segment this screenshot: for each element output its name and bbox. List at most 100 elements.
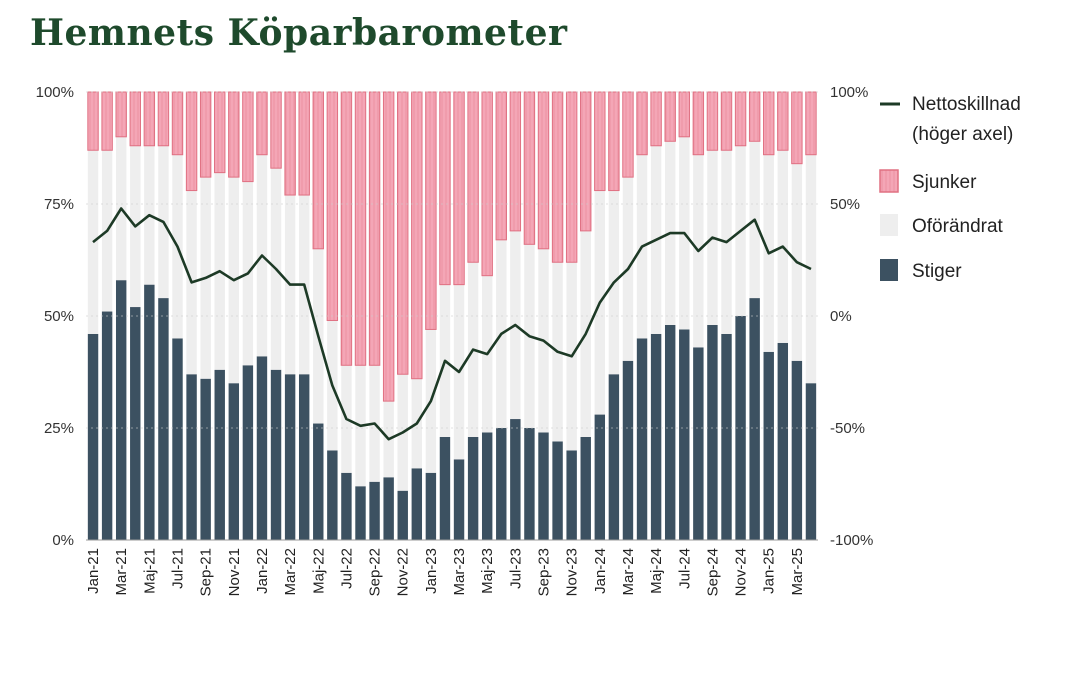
y-right-tick-label: 50% (830, 196, 860, 213)
bar-sjunker (411, 91, 423, 380)
legend-netto-sublabel: (höger axel) (912, 124, 1013, 145)
y-left-tick-label: 25% (44, 420, 74, 437)
bar-stiger (397, 490, 408, 540)
y-right-tick-label: -50% (830, 420, 865, 437)
bar-sjunker (382, 91, 395, 402)
x-tick-label: Sep-22 (367, 548, 384, 596)
bar-sjunker (87, 91, 99, 151)
bar-sjunker (439, 91, 451, 286)
x-tick-label: Mar-23 (451, 548, 468, 596)
bar-sjunker (565, 91, 578, 263)
x-tick-label: Jan-23 (423, 548, 440, 594)
bar-sjunker (101, 91, 113, 151)
bar-sjunker (340, 91, 353, 366)
legend-sjunker-label: Sjunker (912, 172, 977, 193)
bar-stiger (735, 316, 746, 540)
bar-sjunker (199, 91, 212, 178)
x-tick-label: Maj-24 (648, 548, 665, 594)
bar-sjunker (157, 91, 170, 147)
legend: Nettoskillnad (höger axel) Sjunker Oförä… (879, 94, 1021, 282)
bar-sjunker (678, 91, 690, 138)
bar-sjunker (495, 91, 507, 241)
bar-sjunker (720, 91, 733, 151)
bar-stiger (313, 423, 324, 540)
bar-stiger (172, 338, 183, 540)
bar-stiger (496, 428, 507, 540)
bar-sjunker (481, 91, 493, 277)
legend-stiger-swatch (880, 259, 898, 281)
bar-sjunker (748, 91, 761, 142)
bar-stiger (608, 374, 620, 540)
bar-stiger (679, 329, 690, 540)
netto-line-layer (92, 207, 812, 441)
legend-oforandrat-swatch (880, 214, 898, 236)
bar-stiger (693, 347, 704, 540)
bar-stiger (664, 324, 676, 540)
bar-sjunker (777, 91, 789, 151)
bar-stiger (186, 374, 197, 540)
legend-stiger-label: Stiger (912, 261, 962, 282)
bar-sjunker (791, 91, 803, 165)
bar-sjunker (580, 91, 592, 232)
bar-sjunker (453, 91, 465, 286)
bar-sjunker (763, 91, 775, 156)
bar-stiger (538, 432, 549, 540)
bar-sjunker (734, 91, 747, 147)
y-left-tick-label: 50% (44, 308, 74, 325)
y-left-tick-label: 75% (44, 196, 74, 213)
y-axis-right: -100% -50% 0% 50% 100% (830, 84, 873, 549)
bar-stiger (270, 369, 282, 540)
x-tick-label: Maj-22 (310, 548, 327, 594)
bar-sjunker (270, 91, 282, 169)
bar-sjunker (594, 91, 606, 192)
y-left-tick-label: 100% (36, 84, 74, 101)
x-tick-label: Jan-22 (254, 548, 271, 594)
bar-sjunker (298, 91, 310, 196)
x-tick-label: Mar-25 (789, 548, 806, 596)
x-tick-label: Mar-21 (113, 548, 130, 596)
bar-stiger (749, 298, 760, 540)
legend-oforandrat-label: Oförändrat (912, 216, 1004, 237)
bar-stiger (87, 333, 99, 540)
chart-title: Hemnets Köparbarometer (30, 12, 568, 54)
x-tick-label: Maj-21 (141, 548, 158, 594)
bar-sjunker (692, 91, 705, 156)
bar-sjunker (608, 91, 620, 192)
bar-stiger (552, 441, 563, 540)
bar-sjunker (115, 91, 127, 138)
bar-stiger (242, 365, 254, 540)
legend-sjunker-swatch (879, 169, 899, 193)
x-tick-label: Jul-23 (507, 548, 524, 589)
bar-sjunker (467, 91, 479, 263)
bar-stiger (355, 486, 366, 540)
bar-stiger (228, 383, 240, 540)
bar-stiger (439, 436, 451, 540)
bar-sjunker (397, 91, 409, 375)
bar-sjunker (326, 91, 339, 321)
x-tick-label: Maj-23 (479, 548, 496, 594)
bar-stiger (721, 333, 732, 540)
bar-stiger (777, 342, 789, 540)
x-tick-label: Nov-23 (564, 548, 581, 596)
bar-stiger (763, 351, 774, 540)
bar-stiger (369, 481, 380, 540)
bar-stiger (510, 419, 521, 540)
bar-sjunker (214, 91, 226, 174)
bar-sjunker (354, 91, 367, 366)
bar-stiger (425, 472, 437, 540)
bar-stiger (200, 378, 211, 540)
netto-line (92, 207, 812, 441)
bar-stiger (214, 369, 225, 540)
bar-stiger (566, 450, 577, 540)
bar-stiger (284, 374, 296, 540)
bar-stiger (115, 280, 127, 540)
x-tick-label: Sep-24 (704, 548, 721, 596)
bar-stiger (580, 436, 591, 540)
bar-sjunker (537, 91, 550, 250)
bar-sjunker (228, 91, 240, 178)
x-tick-label: Sep-23 (536, 548, 553, 596)
bar-stiger (650, 333, 662, 540)
bar-stiger (256, 356, 268, 540)
y-left-tick-label: 0% (52, 532, 74, 549)
